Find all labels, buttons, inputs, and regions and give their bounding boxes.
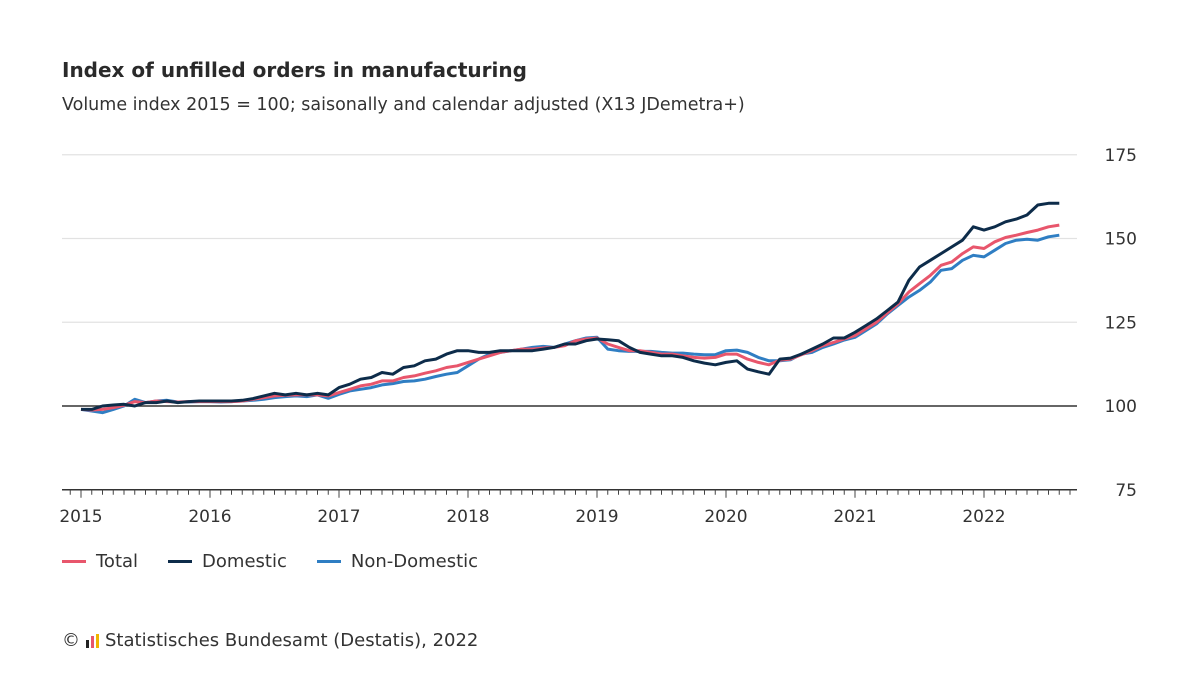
x-tick-label: 2015 xyxy=(59,507,102,527)
x-tick-label: 2020 xyxy=(704,507,747,527)
x-tick-label: 2022 xyxy=(962,507,1005,527)
destatis-logo-icon xyxy=(86,633,99,648)
series-line-domestic xyxy=(81,201,1060,411)
x-tick-label: 2016 xyxy=(188,507,231,527)
legend-label-domestic: Domestic xyxy=(202,551,287,572)
legend-label-non-domestic: Non-Domestic xyxy=(350,551,479,572)
x-tick-label: 2021 xyxy=(833,507,876,527)
chart-title: Index of unfilled orders in manufacturin… xyxy=(62,58,527,82)
y-tick-label: 150 xyxy=(1105,230,1137,250)
y-tick-label: 75 xyxy=(1115,481,1137,501)
series-line-total xyxy=(80,223,1060,412)
x-tick-label: 2019 xyxy=(575,507,618,527)
legend-item-total: Total xyxy=(62,551,138,572)
legend-swatch-domestic xyxy=(168,560,193,563)
y-tick-label: 100 xyxy=(1105,397,1137,417)
x-tick-label: 2018 xyxy=(446,507,489,527)
source-text: Statistisches Bundesamt (Destatis), 2022 xyxy=(105,630,479,651)
legend-item-domestic: Domestic xyxy=(168,551,287,572)
legend-swatch-non-domestic xyxy=(316,560,341,563)
x-tick-label: 2017 xyxy=(317,507,360,527)
legend: Total Domestic Non-Domestic xyxy=(62,551,478,572)
y-tick-label: 175 xyxy=(1105,146,1137,166)
series-line-non-domestic xyxy=(80,233,1060,415)
legend-swatch-total xyxy=(62,560,86,563)
y-tick-label: 125 xyxy=(1105,313,1137,333)
source-footer: © Statistisches Bundesamt (Destatis), 20… xyxy=(62,630,478,651)
legend-label-total: Total xyxy=(96,551,139,572)
chart-subtitle: Volume index 2015 = 100; saisonally and … xyxy=(62,95,745,115)
copyright-symbol: © xyxy=(62,630,80,651)
legend-item-non-domestic: Non-Domestic xyxy=(316,551,479,572)
